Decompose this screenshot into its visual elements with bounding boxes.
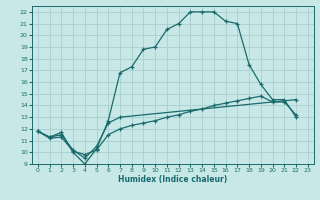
X-axis label: Humidex (Indice chaleur): Humidex (Indice chaleur) [118,175,228,184]
